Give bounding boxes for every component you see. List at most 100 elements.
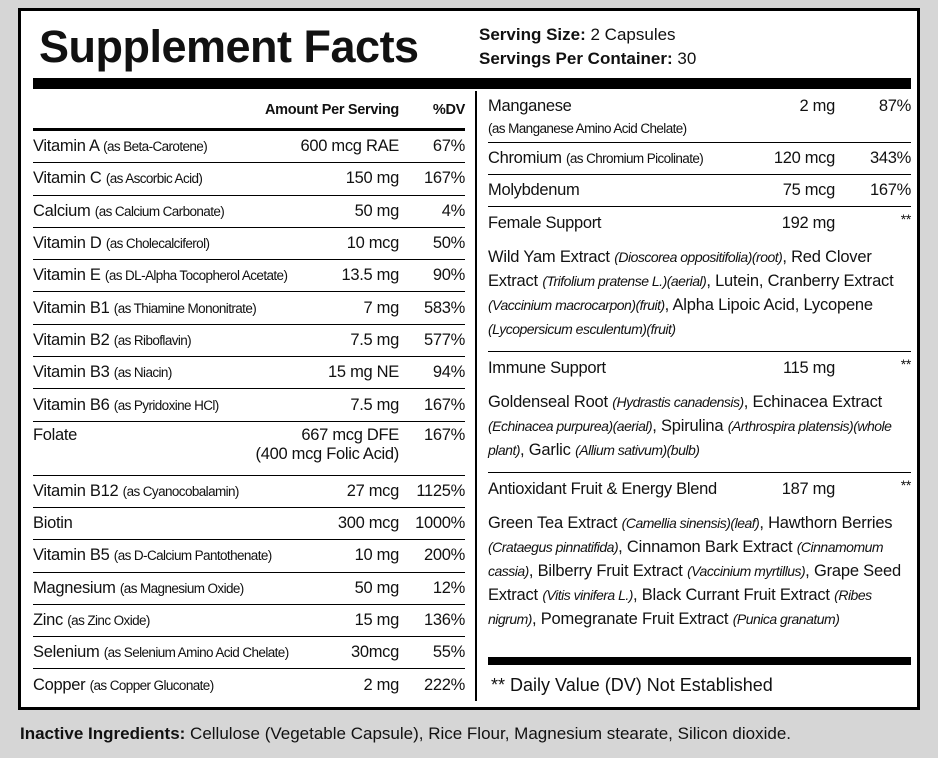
serving-info: Serving Size: 2 Capsules Servings Per Co…	[479, 23, 696, 71]
ingredient-latin: (Vaccinium myrtillus)	[687, 563, 806, 579]
nutrient-name: Vitamin D	[33, 234, 102, 253]
nutrient-row: Vitamin D (as Cholecalciferol) 10 mcg 50%	[33, 228, 465, 261]
ingredient-name: , Alpha Lipoic Acid, Lycopene	[664, 296, 873, 314]
ingredient-name: , Hawthorn Berries	[759, 514, 893, 532]
label-panel: Supplement Facts Serving Size: 2 Capsule…	[18, 8, 920, 710]
nutrient-name: Vitamin C	[33, 169, 102, 188]
nutrient-name: Chromium	[488, 149, 562, 167]
nutrient-source: (as Zinc Oxide)	[67, 613, 150, 628]
nutrient-row: Vitamin B6 (as Pyridoxine HCl) 7.5 mg 167%	[33, 389, 465, 422]
ingredient-latin: (Allium sativum)(bulb)	[575, 442, 700, 458]
ingredient-latin: (Ribes nigrum)	[488, 587, 872, 627]
nutrient-row: Folate 667 mcg DFE (400 mcg Folic Acid) 167…	[33, 422, 465, 476]
daily-value: 90%	[432, 266, 465, 285]
daily-value: **	[900, 477, 912, 493]
nutrient-source: (as Calcium Carbonate)	[94, 203, 225, 219]
blend-ingredients: Green Tea Extract (Camellia sinensis)(le…	[488, 505, 911, 641]
nutrient-row: Vitamin B2 (as Riboflavin) 7.5 mg 577%	[33, 325, 465, 358]
amount-cell: 10 mcg	[346, 234, 400, 253]
nutrient: Magnesium (as Magnesium Oxide)	[33, 579, 289, 598]
amount: 7 mg	[363, 298, 400, 317]
amount-cell: 7.5 mg	[350, 331, 399, 350]
nutrient-name: Vitamin B1	[33, 298, 110, 317]
nutrient-source: (as Pyridoxine HCl)	[113, 397, 219, 413]
amount: 15 mg	[354, 611, 400, 629]
nutrient-row: Vitamin C (as Ascorbic Acid) 150 mg 167%	[33, 163, 465, 196]
nutrient-row: Manganese (as Manganese Amino Acid Chelat…	[488, 91, 911, 143]
serving-size-label: Serving Size:	[479, 25, 586, 44]
ingredient-name: , Black Currant Fruit Extract	[632, 586, 835, 604]
right-column: Manganese (as Manganese Amino Acid Chelat…	[488, 91, 911, 641]
daily-value: 55%	[432, 643, 465, 662]
nutrient-row: Calcium (as Calcium Carbonate) 50 mg 4%	[33, 196, 465, 228]
nutrient-source: (as Riboflavin)	[113, 332, 192, 348]
amount-cell: 10 mg	[355, 546, 400, 565]
dv-header: %DV	[432, 101, 465, 118]
blend-ingredients: Wild Yam Extract (Dioscorea oppositifoli…	[488, 239, 911, 352]
daily-value: 167%	[423, 425, 465, 444]
daily-value: 167%	[423, 169, 465, 188]
nutrient-source: (as Cholecalciferol)	[105, 236, 210, 252]
servings: 30	[677, 49, 697, 68]
daily-value: **	[900, 211, 912, 227]
nutrient-row: Vitamin E (as DL-Alpha Tocopherol Acetat…	[33, 260, 465, 293]
amount: 30mcg	[350, 643, 399, 662]
nutrient: Vitamin A (as Beta-Carotene)	[33, 137, 289, 156]
nutrient: Biotin	[33, 514, 289, 533]
amount: 7.5 mg	[350, 330, 399, 349]
daily-value: 1125%	[416, 481, 465, 500]
amount-cell: 13.5 mg	[341, 266, 399, 285]
nutrient-name: Zinc	[33, 611, 63, 629]
amount: 120 mcg	[773, 149, 835, 167]
ingredient-latin: (Hydrastis canadensis)	[612, 394, 744, 410]
amount: 2 mg	[363, 676, 400, 695]
nutrient-row: Vitamin B5 (as D-Calcium Pantothenate) 10…	[33, 540, 465, 573]
amount: 10 mcg	[346, 234, 400, 253]
nutrient-row: Zinc (as Zinc Oxide) 15 mg 136%	[33, 605, 465, 638]
nutrient-source: (as Cyanocobalamin)	[122, 483, 240, 499]
amount: 2 mg	[799, 97, 836, 115]
nutrient-row: Copper (as Copper Gluconate) 2 mg 222%	[33, 669, 465, 701]
nutrient: Zinc (as Zinc Oxide)	[33, 611, 289, 630]
nutrient-name: Manganese	[488, 97, 572, 115]
nutrient-row: Vitamin B1 (as Thiamine Mononitrate) 7 mg…	[33, 292, 465, 325]
inactive-text: Cellulose (Vegetable Capsule), Rice Flou…	[185, 724, 792, 743]
nutrient: Folate	[33, 426, 289, 445]
amount-cell: 15 mg	[354, 611, 400, 630]
nutrient: Vitamin B6 (as Pyridoxine HCl)	[33, 396, 289, 415]
amount: 7.5 mg	[350, 395, 399, 414]
inactive-label: Inactive Ingredients:	[20, 724, 186, 743]
divider-bar	[488, 657, 911, 665]
nutrient-name: Magnesium	[33, 578, 116, 597]
amount-cell: 7 mg	[363, 298, 400, 318]
amount-cell: 300 mcg	[338, 514, 399, 533]
amount-cell: 150 mg	[346, 169, 400, 188]
nutrient: Vitamin C (as Ascorbic Acid)	[33, 169, 289, 188]
ingredient-name: , Echinacea Extract	[743, 393, 883, 411]
nutrient-source: (as DL-Alpha Tocopherol Acetate)	[104, 268, 288, 284]
nutrient: Vitamin B12 (as Cyanocobalamin)	[33, 482, 289, 501]
nutrient-name: Vitamin E	[33, 266, 101, 285]
nutrient: Selenium (as Selenium Amino Acid Chelate…	[33, 643, 289, 662]
blend-name: Female Support	[488, 213, 602, 232]
ingredient-name: , Pomegranate Fruit Extract	[531, 610, 733, 628]
ingredient-latin: (Arthrospira platensis)(whole plant)	[488, 418, 892, 458]
ingredient-latin: (Trifolium pratense L.)(aerial)	[542, 273, 707, 289]
blend-row: Female Support 192 mg **	[488, 207, 911, 239]
nutrient-name: Folate	[33, 425, 78, 444]
amount-cell: 30mcg	[351, 643, 399, 662]
amount: 667 mcg DFE	[301, 425, 399, 444]
amount: 27 mcg	[346, 481, 400, 500]
nutrient-source: (as Manganese Amino Acid Chelate)	[488, 121, 687, 136]
nutrient-name: Biotin	[33, 514, 73, 533]
nutrient-row: Molybdenum 75 mcg 167%	[488, 175, 911, 207]
ingredient-name: , Red Clover Extract	[488, 248, 872, 290]
ingredient-name: , Cinnamon Bark Extract	[618, 538, 797, 556]
nutrient-row: Magnesium (as Magnesium Oxide) 50 mg 12%	[33, 573, 465, 605]
daily-value: 583%	[423, 298, 465, 317]
nutrient: Chromium (as Chromium Picolinate)	[488, 149, 745, 168]
nutrient: Vitamin E (as DL-Alpha Tocopherol Acetat…	[33, 266, 289, 285]
daily-value: 87%	[878, 97, 911, 115]
ingredient-name: Goldenseal Root	[488, 393, 613, 411]
